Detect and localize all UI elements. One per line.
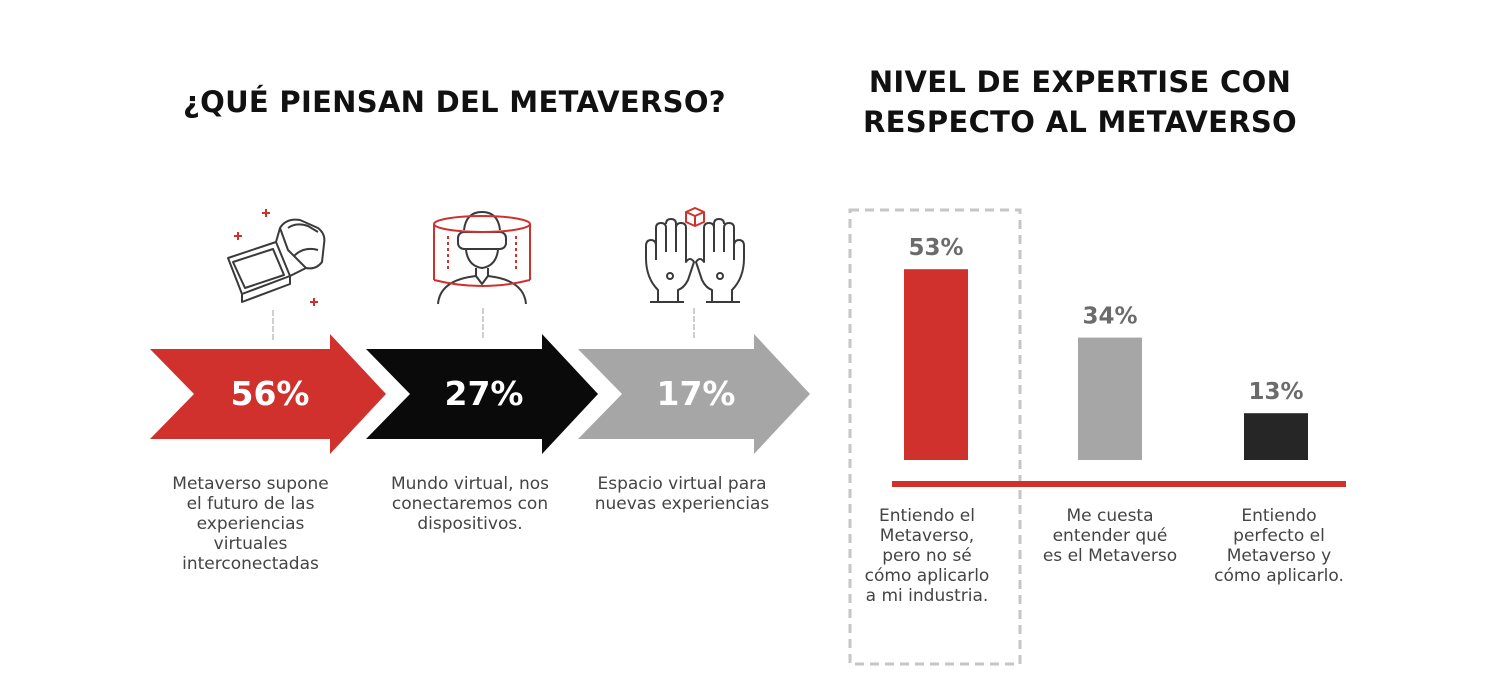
bar — [904, 269, 968, 460]
vr-headset-icon — [227, 209, 326, 306]
value-label: 56% — [230, 374, 310, 413]
label-line: Metaverso y — [1226, 546, 1332, 566]
expertise-bar-chart: 53% 34% 13% — [848, 208, 1346, 666]
label-line: cómo aplicarlo — [864, 566, 990, 586]
arrow-bar — [150, 334, 810, 454]
label-line: es el Metaverso — [1042, 546, 1178, 566]
label-line: pero no sé — [882, 546, 972, 566]
title-line: NIVEL DE EXPERTISE CON — [868, 65, 1292, 99]
bar-value-label: 34% — [1082, 304, 1137, 330]
bar-category-label: Me cuesta entender qué es el Metaverso — [1030, 506, 1190, 566]
value-label: 27% — [444, 374, 524, 413]
hands-cube-icon — [645, 207, 745, 303]
highlight-box — [848, 208, 1022, 666]
bar-value-label: 53% — [908, 235, 963, 261]
label-line: Metaverso, — [879, 526, 975, 546]
connector-line — [482, 308, 484, 338]
title-line: RESPECTO AL METAVERSO — [862, 105, 1298, 139]
label-line: perfecto el — [1233, 526, 1325, 546]
arrow-17 — [578, 334, 810, 454]
arrow-56 — [150, 334, 386, 454]
label-line: Entiendo el — [879, 506, 975, 526]
label-line: Me cuesta — [1066, 506, 1154, 526]
connector-line — [272, 310, 274, 340]
bar-value-label: 13% — [1248, 379, 1303, 405]
bar — [1078, 337, 1142, 460]
bar — [1244, 413, 1308, 460]
value-label: 17% — [656, 374, 736, 413]
category-description: Mundo virtual, nos conectaremos con disp… — [390, 474, 549, 534]
right-chart-title: NIVEL DE EXPERTISE CON RESPECTO AL METAV… — [820, 62, 1340, 142]
category-description: Metaverso supone el futuro de las experi… — [172, 474, 329, 574]
connector-line — [693, 308, 695, 338]
label-line: entender qué — [1052, 526, 1168, 546]
label-line: cómo aplicarlo. — [1214, 566, 1344, 586]
category-description: Espacio virtual para nuevas experiencias — [594, 474, 770, 514]
bar-category-label: Entiendo el Metaverso, pero no sé cómo a… — [852, 506, 1002, 606]
left-chart-title: ¿QUÉ PIENSAN DEL METAVERSO? — [183, 85, 726, 119]
label-line: Entiendo — [1241, 506, 1317, 526]
person-vr-icon — [433, 211, 531, 305]
arrow-27 — [366, 334, 598, 454]
label-line: a mi industria. — [865, 586, 989, 606]
bar-category-label: Entiendo perfecto el Metaverso y cómo ap… — [1194, 506, 1364, 586]
